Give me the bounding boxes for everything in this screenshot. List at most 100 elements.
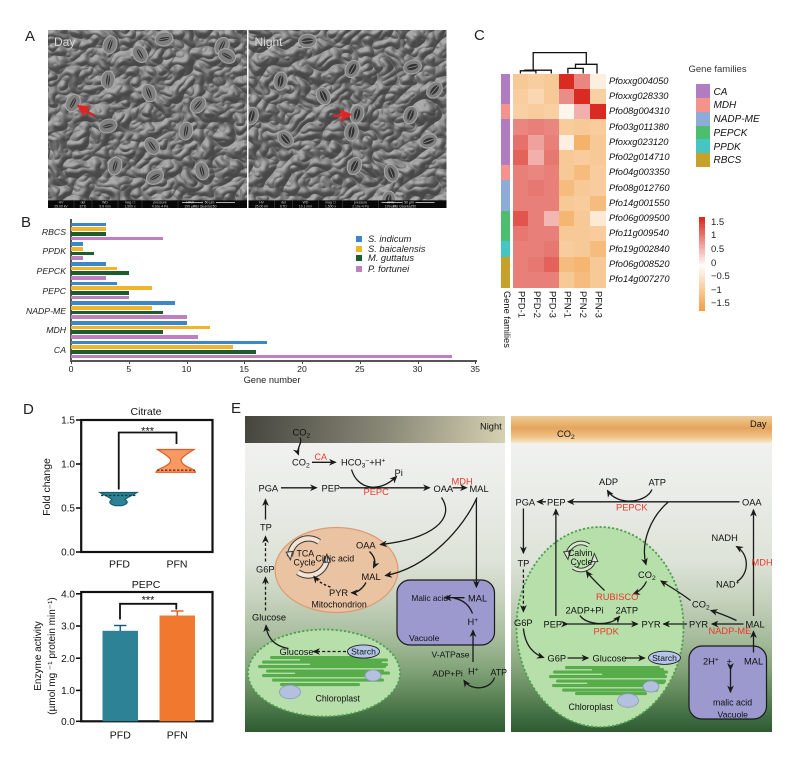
- svg-text:2H+: 2H+: [703, 657, 719, 667]
- svg-text:mag ☐: mag ☐: [125, 201, 136, 205]
- svg-text:Vacuole: Vacuole: [409, 633, 440, 643]
- svg-text:Chloroplast: Chloroplast: [569, 702, 614, 712]
- svg-text:WD: WD: [102, 201, 108, 205]
- svg-text:Fold change: Fold change: [41, 458, 53, 516]
- svg-text:+: +: [727, 656, 732, 666]
- svg-text:Night: Night: [480, 422, 502, 432]
- svg-text:0.0: 0.0: [61, 717, 75, 728]
- svg-text:Starch: Starch: [652, 653, 677, 663]
- svg-text:Chloroplast: Chloroplast: [316, 693, 361, 703]
- svg-text:Mitochondrion: Mitochondrion: [312, 600, 367, 610]
- svg-text:HCO3−+H+: HCO3−+H+: [341, 457, 385, 469]
- svg-text:1.0: 1.0: [61, 686, 75, 697]
- svg-text:CO2: CO2: [638, 570, 656, 582]
- svg-text:2.10e-4 Pa: 2.10e-4 Pa: [352, 204, 369, 208]
- svg-text:PFN: PFN: [167, 559, 188, 571]
- svg-text:1,500 x: 1,500 x: [325, 204, 336, 208]
- svg-text:0.5: 0.5: [61, 504, 75, 515]
- svg-text:PYR: PYR: [642, 620, 661, 630]
- svg-text:PFD: PFD: [110, 730, 131, 742]
- svg-text:PEP: PEP: [544, 620, 563, 630]
- svg-text:G6P: G6P: [256, 565, 275, 575]
- svg-text:Night: Night: [255, 35, 284, 49]
- svg-text:50 µm: 50 µm: [205, 201, 215, 205]
- svg-text:V-ATPase: V-ATPase: [432, 650, 470, 660]
- svg-text:(µmol mg ⁻¹ protein min⁻¹): (µmol mg ⁻¹ protein min⁻¹): [47, 597, 58, 714]
- svg-text:***: ***: [141, 426, 155, 438]
- svg-text:OAA: OAA: [356, 541, 376, 551]
- svg-text:PGA: PGA: [516, 497, 536, 507]
- svg-text:PEPC: PEPC: [364, 487, 390, 497]
- svg-text:PYR: PYR: [329, 588, 348, 598]
- svg-text:199 µm: 199 µm: [385, 204, 397, 208]
- svg-text:4.10e-4 Pa: 4.10e-4 Pa: [152, 204, 169, 208]
- svg-text:Day: Day: [750, 419, 767, 429]
- svg-text:3.0: 3.0: [61, 622, 75, 633]
- svg-text:MAL: MAL: [470, 484, 489, 494]
- svg-text:PEP: PEP: [547, 497, 566, 507]
- svg-text:TCA: TCA: [297, 548, 315, 558]
- svg-text:RUBISCO: RUBISCO: [596, 592, 638, 602]
- svg-text:CA: CA: [315, 452, 328, 462]
- svg-text:pressure: pressure: [354, 201, 367, 205]
- svg-text:PEPC: PEPC: [132, 579, 161, 591]
- svg-text:1.0: 1.0: [61, 460, 75, 471]
- svg-text:Cycle: Cycle: [571, 557, 593, 567]
- svg-text:2ADP+Pi: 2ADP+Pi: [566, 605, 604, 615]
- svg-text:PEPCK: PEPCK: [616, 502, 648, 512]
- svg-text:25.00 kV: 25.00 kV: [255, 204, 269, 208]
- svg-text:ATP: ATP: [491, 668, 508, 678]
- svg-text:CO2: CO2: [292, 458, 310, 470]
- svg-text:Citrate: Citrate: [131, 406, 162, 418]
- svg-text:***: ***: [142, 594, 156, 606]
- svg-text:CO2: CO2: [293, 427, 311, 439]
- svg-text:MAL: MAL: [744, 657, 763, 667]
- svg-text:CO2: CO2: [692, 600, 710, 612]
- svg-text:MDH: MDH: [452, 476, 473, 486]
- svg-text:Vacuole: Vacuole: [718, 710, 749, 720]
- svg-text:Glucose: Glucose: [280, 647, 314, 657]
- svg-text:2.0: 2.0: [61, 654, 75, 665]
- svg-text:ETD: ETD: [280, 204, 287, 208]
- svg-text:ETD: ETD: [80, 204, 87, 208]
- svg-text:H+: H+: [468, 617, 479, 627]
- svg-text:199 µm: 199 µm: [184, 204, 196, 208]
- svg-text:Glucose: Glucose: [252, 612, 286, 622]
- svg-text:HV: HV: [259, 201, 264, 205]
- svg-text:MAL: MAL: [362, 572, 381, 582]
- svg-text:Citric acid: Citric acid: [316, 553, 355, 563]
- svg-text:0.0: 0.0: [61, 548, 75, 559]
- svg-text:2ATP: 2ATP: [616, 605, 639, 615]
- svg-text:pressure: pressure: [153, 201, 166, 205]
- svg-text:PEP: PEP: [322, 484, 341, 494]
- svg-text:det: det: [81, 201, 86, 205]
- svg-text:MDH: MDH: [752, 558, 773, 568]
- svg-text:HV: HV: [59, 201, 64, 205]
- svg-text:Malic acid: Malic acid: [412, 594, 449, 603]
- svg-text:1,500 x: 1,500 x: [124, 204, 135, 208]
- svg-text:25.00 kV: 25.00 kV: [54, 204, 68, 208]
- svg-text:TP: TP: [260, 523, 272, 533]
- svg-text:NADH: NADH: [712, 533, 738, 543]
- svg-text:9.9 mm: 9.9 mm: [99, 204, 110, 208]
- svg-text:Starch: Starch: [351, 647, 376, 657]
- svg-text:NADP-ME: NADP-ME: [709, 626, 752, 636]
- svg-text:NAD+: NAD+: [716, 579, 740, 589]
- svg-text:TP: TP: [518, 559, 530, 569]
- svg-text:OAA: OAA: [742, 497, 762, 507]
- svg-text:ADP+Pi: ADP+Pi: [433, 668, 463, 678]
- svg-text:MAL: MAL: [468, 594, 487, 604]
- svg-text:PYR: PYR: [689, 620, 708, 630]
- svg-text:10.1 mm: 10.1 mm: [299, 204, 312, 208]
- svg-text:OAA: OAA: [434, 484, 454, 494]
- svg-text:malic acid: malic acid: [713, 698, 752, 708]
- svg-text:WD: WD: [303, 201, 309, 205]
- svg-text:Cycle: Cycle: [294, 557, 316, 567]
- svg-text:mag ☐: mag ☐: [325, 201, 336, 205]
- svg-text:ADP: ADP: [599, 477, 618, 487]
- svg-text:Calvin: Calvin: [568, 548, 593, 558]
- svg-text:1.5: 1.5: [61, 416, 75, 427]
- svg-text:FEI Quanta250: FEI Quanta250: [194, 204, 217, 208]
- svg-text:G6P: G6P: [548, 654, 567, 664]
- svg-text:50 µm: 50 µm: [404, 201, 414, 205]
